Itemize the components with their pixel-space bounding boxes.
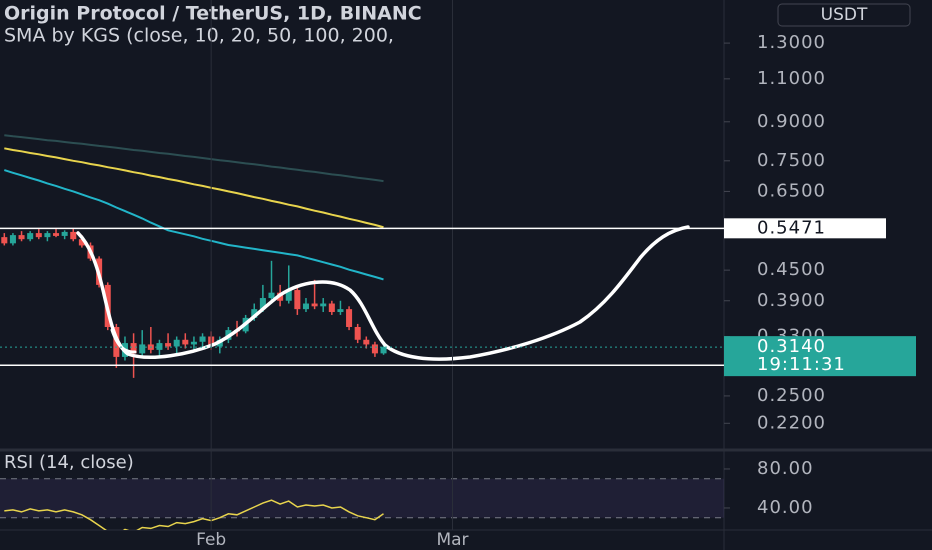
indicator-label: SMA by KGS (close, 10, 20, 50, 100, 200, [4,25,394,47]
level-label: 0.5471 [757,217,826,238]
candle-body [302,303,309,310]
candle-body [27,233,34,240]
candle-body [268,292,275,299]
candle-body [311,303,318,307]
sma-line [4,134,384,183]
candle-body [182,339,189,345]
hand-drawn-curve [110,328,137,354]
y-tick-label: 40.00 [757,497,814,518]
candle-body [251,309,258,318]
candle-body [285,290,292,301]
candle-body [380,347,387,354]
candle-body [18,235,25,240]
countdown: 19:11:31 [757,354,846,375]
rsi-title: RSI (14, close) [4,452,134,473]
candle-body [9,235,16,244]
sma-line [4,147,384,229]
level-tag [724,218,886,239]
y-tick-label: 0.2500 [757,385,826,406]
candle-body [190,341,197,345]
y-tick-label: 1.1000 [757,68,826,89]
y-tick-label: 80.00 [757,458,814,479]
candle-body [35,233,42,238]
candle-body [363,339,370,345]
y-tick-label: 0.4500 [757,259,826,280]
x-tick-label: Mar [436,530,468,550]
y-tick-label: 0.6500 [757,180,826,201]
y-tick-label: 0.9000 [757,111,826,132]
y-tick-label: 0.3900 [757,290,826,311]
candle-body [259,298,266,310]
candle-body [1,237,8,244]
chart-title: Origin Protocol / TetherUS, 1D, BINANC [4,3,422,25]
currency-label[interactable]: USDT [821,5,868,25]
candle-body [173,339,180,347]
candle-body [328,303,335,313]
candle-body [165,343,172,347]
candle-body [156,343,163,350]
y-tick-label: 1.3000 [757,32,826,53]
candle-body [354,326,361,340]
candle-body [44,233,51,238]
candle-body [61,231,68,236]
y-tick-label: 0.7500 [757,150,826,171]
candle-body [70,231,77,240]
sma-line [4,169,384,281]
candle-body [139,344,146,354]
last-price-label: 0.3140 [757,336,826,357]
y-tick-label: 0.2200 [757,412,826,433]
candle-body [371,344,378,354]
legend: Origin Protocol / TetherUS, 1D, BINANC S… [4,3,422,47]
rsi-pane [0,478,724,530]
candle-body [320,303,327,307]
rsi-line [4,499,384,530]
candle-body [294,290,301,310]
candle-body [346,309,353,327]
candle-body [199,336,206,342]
candle-body [78,239,85,246]
currency-button[interactable] [777,3,911,27]
last-price-tag [724,336,916,377]
candle-body [337,309,344,313]
candle-body [53,233,60,236]
candle-body [130,343,137,354]
x-tick-label: Feb [196,530,226,550]
price-axis: 1.3000 1.1000 0.9000 0.7500 0.6500 0.4500 0.39… [724,32,826,518]
rsi-band [0,478,724,518]
